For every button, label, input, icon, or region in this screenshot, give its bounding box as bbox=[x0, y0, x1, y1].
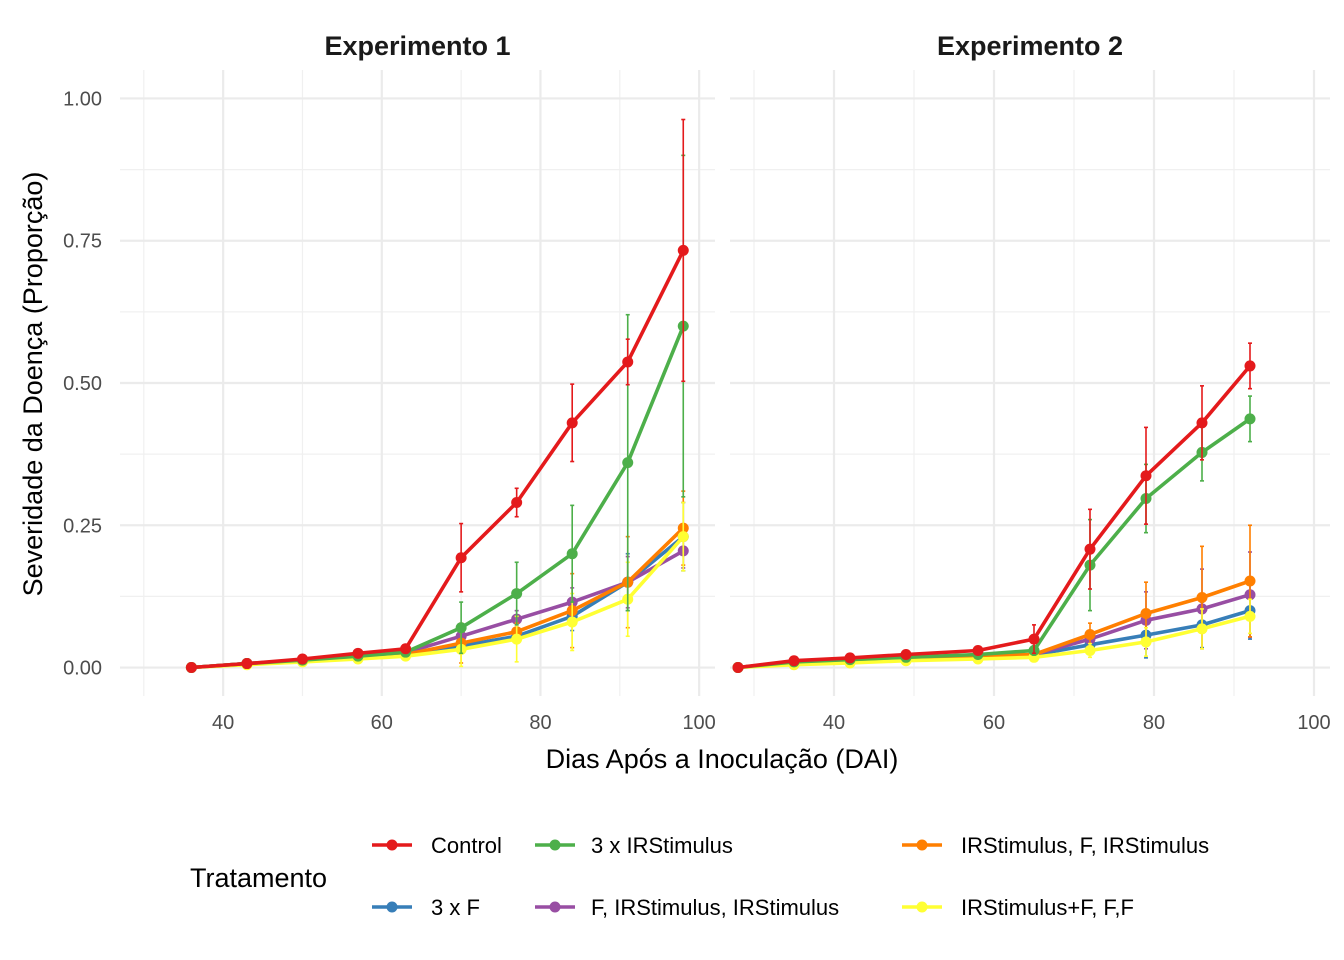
legend-label: 3 x F bbox=[431, 895, 480, 920]
legend-label: 3 x IRStimulus bbox=[591, 833, 733, 858]
legend-key-point bbox=[549, 901, 561, 913]
data-point bbox=[622, 457, 634, 469]
series-control bbox=[732, 342, 1256, 674]
x-tick-label: 80 bbox=[529, 712, 551, 734]
data-point bbox=[1084, 629, 1096, 641]
panels-layer: Experimento 1 40 60 80 100 Experimento 2 40 60 8… bbox=[120, 31, 1331, 734]
legend-entry: 3 x F bbox=[372, 895, 480, 920]
data-point bbox=[455, 622, 467, 634]
data-point bbox=[1140, 607, 1152, 619]
data-point bbox=[677, 531, 689, 543]
data-point bbox=[677, 244, 689, 256]
data-point bbox=[1196, 623, 1208, 635]
data-point bbox=[566, 616, 578, 628]
legend-label: IRStimulus+F, F,F bbox=[961, 895, 1134, 920]
x-tick-label: 100 bbox=[682, 712, 715, 734]
panel-title: Experimento 1 bbox=[324, 31, 510, 61]
data-point bbox=[972, 644, 984, 656]
y-tick-label: 0.50 bbox=[63, 373, 102, 395]
y-axis: 0.00 0.25 0.50 0.75 1.00 bbox=[63, 88, 102, 679]
data-point bbox=[241, 658, 253, 670]
data-point bbox=[1084, 543, 1096, 555]
legend-entry: F, IRStimulus, IRStimulus bbox=[535, 895, 839, 920]
data-point bbox=[352, 647, 364, 659]
data-point bbox=[1140, 470, 1152, 482]
panel-2: Experimento 2 40 60 80 100 bbox=[730, 31, 1331, 734]
data-point bbox=[788, 655, 800, 667]
x-tick-label: 40 bbox=[212, 712, 234, 734]
data-point bbox=[511, 497, 523, 509]
legend-title: Tratamento bbox=[190, 863, 327, 893]
legend-key-point bbox=[549, 839, 561, 851]
data-point bbox=[1196, 592, 1208, 604]
legend-entry: IRStimulus+F, F,F bbox=[902, 895, 1134, 920]
data-point bbox=[455, 552, 467, 564]
data-point bbox=[1084, 644, 1096, 656]
series-irstimulus-f-irstimulus bbox=[185, 490, 689, 674]
x-tick-label: 60 bbox=[983, 712, 1005, 734]
data-point bbox=[400, 643, 412, 655]
legend-label: IRStimulus, F, IRStimulus bbox=[961, 833, 1209, 858]
legend: Tratamento Control 3 x F 3 x IRStimulus F, … bbox=[190, 833, 1209, 920]
legend-key-point bbox=[916, 839, 928, 851]
data-point bbox=[566, 548, 578, 560]
data-point bbox=[185, 662, 197, 674]
y-tick-label: 0.25 bbox=[63, 515, 102, 537]
data-point bbox=[1196, 417, 1208, 429]
data-point bbox=[296, 653, 308, 665]
data-point bbox=[1244, 575, 1256, 587]
series-line bbox=[737, 364, 1252, 670]
data-point bbox=[844, 652, 856, 664]
series-line bbox=[191, 249, 685, 670]
x-tick-label: 80 bbox=[1143, 712, 1165, 734]
data-point bbox=[1244, 413, 1256, 425]
x-tick-label: 40 bbox=[823, 712, 845, 734]
data-point bbox=[1028, 633, 1040, 645]
data-point bbox=[622, 356, 634, 368]
y-axis-title: Severidade da Doença (Proporção) bbox=[18, 172, 48, 597]
legend-key-point bbox=[386, 901, 398, 913]
data-point bbox=[732, 662, 744, 674]
legend-key-point bbox=[386, 839, 398, 851]
data-point bbox=[1140, 636, 1152, 648]
y-tick-label: 0.75 bbox=[63, 231, 102, 253]
x-tick-label: 100 bbox=[1297, 712, 1330, 734]
x-tick-label: 60 bbox=[371, 712, 393, 734]
data-point bbox=[566, 417, 578, 429]
legend-entry: 3 x IRStimulus bbox=[535, 833, 733, 858]
series-line bbox=[191, 325, 685, 670]
series-irstimulus-f-f-f bbox=[732, 598, 1256, 674]
legend-entry: IRStimulus, F, IRStimulus bbox=[902, 833, 1209, 858]
x-axis-title: Dias Após a Inoculação (DAI) bbox=[546, 744, 899, 774]
legend-entry: Control bbox=[372, 833, 502, 858]
y-tick-label: 1.00 bbox=[63, 88, 102, 110]
series-line bbox=[737, 614, 1251, 670]
legend-key-point bbox=[916, 901, 928, 913]
y-tick-label: 0.00 bbox=[63, 658, 102, 680]
data-point bbox=[511, 588, 523, 600]
panel-1: Experimento 1 40 60 80 100 bbox=[120, 31, 716, 734]
legend-label: Control bbox=[431, 833, 502, 858]
data-point bbox=[900, 648, 912, 660]
data-point bbox=[511, 633, 523, 645]
data-point bbox=[1244, 360, 1256, 372]
panel-title: Experimento 2 bbox=[937, 31, 1123, 61]
data-point bbox=[1244, 610, 1256, 622]
series-control bbox=[185, 118, 689, 674]
legend-label: F, IRStimulus, IRStimulus bbox=[591, 895, 839, 920]
